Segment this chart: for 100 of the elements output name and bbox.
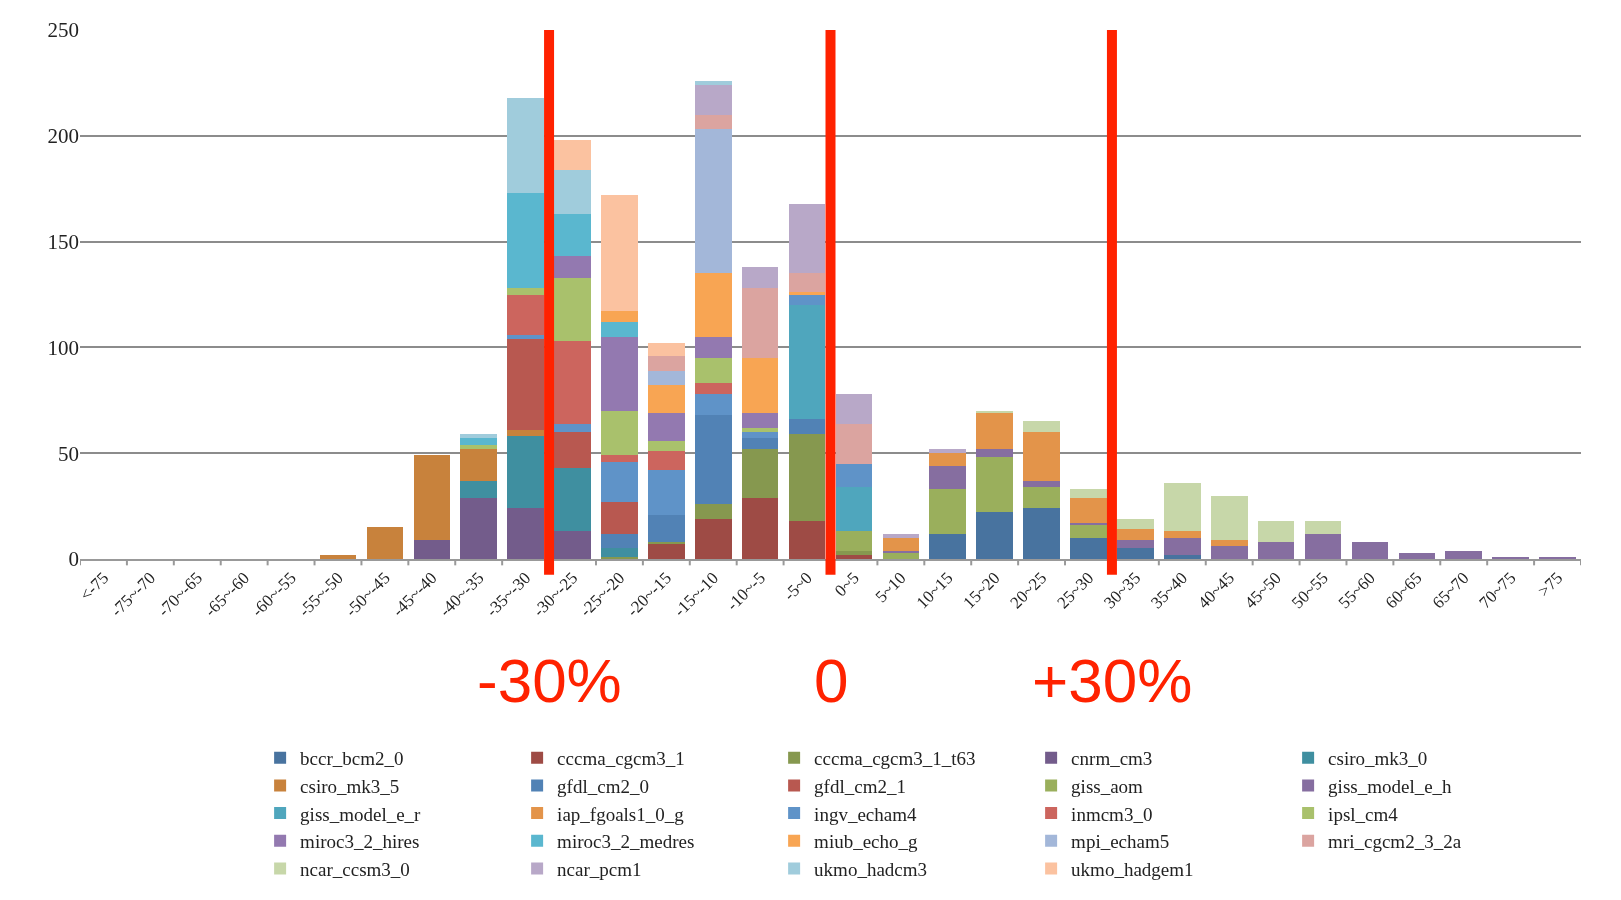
bar [976, 413, 1013, 449]
bar [554, 341, 591, 424]
bar [694, 393, 732, 416]
bar [460, 438, 497, 445]
legend-label: ipsl_cm4 [1328, 803, 1399, 825]
bar [741, 266, 779, 289]
bar [1539, 556, 1576, 559]
y-tick-label: 100 [47, 335, 79, 360]
legend-label: giss_model_e_h [1328, 775, 1453, 797]
bar [1070, 537, 1107, 559]
bar [976, 410, 1013, 413]
legend-label: ncar_pcm1 [557, 858, 642, 880]
bar [788, 434, 826, 521]
bar [460, 480, 497, 498]
bar [976, 457, 1013, 513]
legend-label: gfdl_cm2_1 [814, 775, 906, 797]
legend-label: mpi_echam5 [1071, 831, 1170, 853]
bar [835, 487, 873, 532]
bar [601, 533, 638, 549]
bar [413, 455, 451, 540]
bar [835, 550, 873, 555]
bar [648, 542, 685, 545]
ref-line-label: -30% [477, 646, 622, 715]
bar [929, 453, 967, 466]
legend-label: cnrm_cm3 [1071, 748, 1153, 770]
bar [507, 338, 544, 430]
bar [507, 97, 544, 193]
bar [1398, 552, 1436, 559]
bar [788, 294, 826, 306]
bar [460, 497, 497, 559]
legend-label: csiro_mk3_5 [300, 775, 400, 797]
bar [1164, 531, 1201, 538]
bar [694, 80, 732, 86]
bar [1023, 487, 1060, 509]
bar [741, 497, 779, 559]
bar [694, 503, 732, 519]
bar [1257, 542, 1295, 559]
bar [882, 550, 920, 553]
x-tick-label: <-75 [76, 568, 113, 605]
legend-label: miroc3_2_hires [300, 831, 420, 853]
legend-label: ukmo_hadgem1 [1071, 858, 1194, 880]
bar [601, 556, 638, 559]
legend-label: mri_cgcm2_3_2a [1328, 831, 1462, 853]
bar [554, 531, 591, 559]
bar [882, 552, 920, 559]
bar [507, 436, 544, 509]
x-tick-label: -5~0 [779, 568, 816, 605]
y-tick-label: 250 [47, 18, 79, 43]
bar [554, 468, 591, 532]
bar [694, 114, 732, 130]
bar [694, 518, 732, 559]
bar [1210, 495, 1248, 540]
bar [694, 357, 732, 384]
bar [601, 455, 638, 462]
bar [507, 508, 544, 559]
bar [366, 527, 404, 559]
bar [1164, 554, 1201, 559]
bar [1023, 421, 1060, 433]
bar [554, 423, 591, 433]
bar [601, 195, 638, 312]
bar [1023, 480, 1060, 488]
bar [648, 343, 685, 356]
bar [507, 192, 544, 289]
ref-line-label: 0 [814, 646, 849, 715]
bar [460, 444, 497, 449]
bar [741, 448, 779, 498]
bar [1351, 542, 1389, 559]
bar [1117, 539, 1154, 549]
bar [460, 448, 497, 481]
bar [507, 429, 544, 437]
bar [788, 305, 826, 420]
bar [648, 514, 685, 543]
bar [1210, 546, 1248, 559]
legend-label: ukmo_hadcm3 [814, 858, 928, 880]
bar [741, 427, 779, 433]
legend-label: giss_aom [1071, 775, 1144, 797]
bar [601, 501, 638, 534]
bar [1117, 548, 1154, 559]
bar [554, 140, 591, 170]
bar [601, 548, 638, 557]
bar [413, 539, 451, 559]
bar [554, 214, 591, 257]
bar [694, 336, 732, 358]
bar [601, 322, 638, 337]
bar [554, 169, 591, 215]
bar [694, 129, 732, 274]
bar [1023, 432, 1060, 481]
bar [882, 537, 920, 551]
bar [1070, 497, 1107, 524]
legend-label: miub_echo_g [814, 831, 919, 853]
bar [554, 432, 591, 469]
bar [507, 294, 544, 335]
bar [648, 470, 685, 515]
bar [882, 533, 920, 538]
bar [741, 357, 779, 413]
bar [507, 288, 544, 295]
legend-label: iap_fgoals1_0_g [557, 803, 685, 825]
y-tick-label: 150 [47, 229, 79, 254]
bar [976, 512, 1013, 559]
bar [554, 277, 591, 342]
